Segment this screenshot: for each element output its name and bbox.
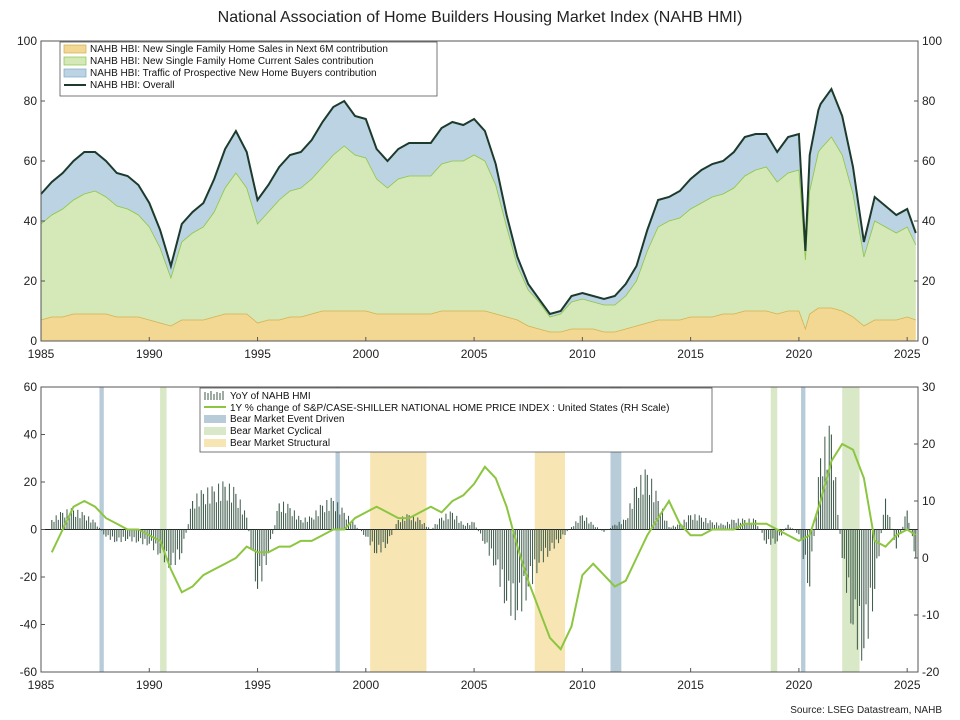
area-future (41, 308, 916, 341)
top-y2-tick-label: 80 (922, 94, 936, 108)
area-current-edge (40, 136, 917, 318)
bottom-x-tick-label: 2000 (352, 678, 379, 692)
bottom-axes: -60 -40 -20 0 20 40 60 -20 -10 0 10 20 30 1985 1990 199… (20, 380, 940, 692)
top-y-tick-label: 80 (24, 94, 38, 108)
legend-label-traffic: NAHB HBI: Traffic of Prospective New Hom… (90, 68, 377, 79)
top-y2-tick-label: 20 (922, 274, 936, 288)
bottom-x-tick-label: 2010 (569, 678, 596, 692)
top-x-tick-label: 2005 (461, 347, 488, 361)
top-legend-box (59, 41, 438, 97)
bottom-y-tick-label: 0 (30, 523, 37, 537)
top-y2-tick-label: 40 (922, 214, 936, 228)
top-plot-frame (40, 40, 919, 342)
bottom-x-tick-label: 2005 (461, 678, 488, 692)
line-caseshiller (50, 442, 917, 651)
legend-swatch-event (204, 415, 226, 423)
bottom-y2-tick-label: -20 (922, 665, 940, 679)
bottom-x-tick-label: 1995 (244, 678, 271, 692)
bottom-y2-tick-label: -10 (922, 608, 940, 622)
bottom-y-tick-label: -60 (20, 665, 38, 679)
bottom-y-tick-label: 60 (24, 380, 38, 394)
legend-label-structural: Bear Market Structural (230, 438, 330, 449)
bottom-y-tick-label: -20 (20, 570, 38, 584)
area-future-edge (40, 307, 916, 333)
bottom-legend: YoY of NAHB HMI 1Y % change of S&P/CASE-… (199, 387, 713, 453)
top-y-tick-label: 40 (24, 214, 38, 228)
area-current (41, 137, 916, 332)
legend-label-yoy: YoY of NAHB HMI (230, 391, 311, 402)
legend-label-event: Bear Market Event Driven (230, 414, 345, 425)
top-y-tick-label: 0 (30, 334, 37, 348)
area-traffic (41, 89, 916, 317)
line-overall (40, 86, 917, 316)
bottom-panel: -60 -40 -20 0 20 40 60 -20 -10 0 10 20 30 1985 1990 199… (20, 380, 940, 692)
legend-swatch-future (63, 44, 87, 54)
top-y-tick-label: 100 (17, 34, 37, 48)
top-y2-tick-label: 100 (922, 34, 942, 48)
top-y-tick-label: 20 (24, 274, 38, 288)
legend-swatch-yoy (204, 391, 224, 400)
legend-swatch-cyclical (204, 427, 226, 435)
bottom-line (50, 442, 917, 651)
legend-label-cyclical: Bear Market Cyclical (230, 426, 322, 437)
top-y-tick-label: 60 (24, 154, 38, 168)
bottom-y2-tick-label: 10 (922, 494, 936, 508)
legend-label-caseshiller: 1Y % change of S&P/CASE-SHILLER NATIONAL… (230, 403, 669, 414)
top-x-tick-label: 2025 (894, 347, 921, 361)
bottom-x-tick-label: 2025 (894, 678, 921, 692)
top-x-tick-label: 1990 (136, 347, 163, 361)
top-y2-tick-label: 0 (922, 334, 929, 348)
chart-title: National Association of Home Builders Ho… (218, 9, 743, 26)
top-y2-tick-label: 60 (922, 154, 936, 168)
bottom-x-tick-label: 1985 (28, 678, 55, 692)
bottom-x-tick-label: 2015 (677, 678, 704, 692)
top-legend: NAHB HBI: New Single Family Home Sales i… (59, 41, 438, 97)
bottom-y-tick-label: 40 (24, 428, 38, 442)
bottom-y2-tick-label: 0 (922, 551, 929, 565)
bottom-y-tick-label: 20 (24, 475, 38, 489)
legend-swatch-traffic (63, 68, 87, 78)
source-note: Source: LSEG Datastream, NAHB (790, 705, 942, 716)
top-x-tick-label: 2015 (677, 347, 704, 361)
legend-label-current: NAHB HBI: New Single Family Home Current… (90, 56, 373, 67)
top-x-tick-label: 2020 (786, 347, 813, 361)
top-x-tick-label: 1985 (28, 347, 55, 361)
top-x-tick-label: 1995 (244, 347, 271, 361)
legend-label-overall: NAHB HBI: Overall (90, 80, 174, 91)
bottom-y-tick-label: -40 (20, 618, 38, 632)
top-x-tick-label: 2010 (569, 347, 596, 361)
legend-swatch-structural (204, 439, 226, 447)
top-areas (40, 86, 917, 341)
bottom-legend-box (199, 387, 713, 453)
bottom-x-tick-label: 2020 (786, 678, 813, 692)
bottom-bars (41, 425, 918, 661)
bottom-y2-tick-label: 20 (922, 437, 936, 451)
legend-label-future: NAHB HBI: New Single Family Home Sales i… (90, 44, 388, 55)
top-x-tick-label: 2000 (352, 347, 379, 361)
legend-swatch-current (63, 56, 87, 66)
bottom-y2-tick-label: 30 (922, 380, 936, 394)
bottom-x-tick-label: 1990 (136, 678, 163, 692)
